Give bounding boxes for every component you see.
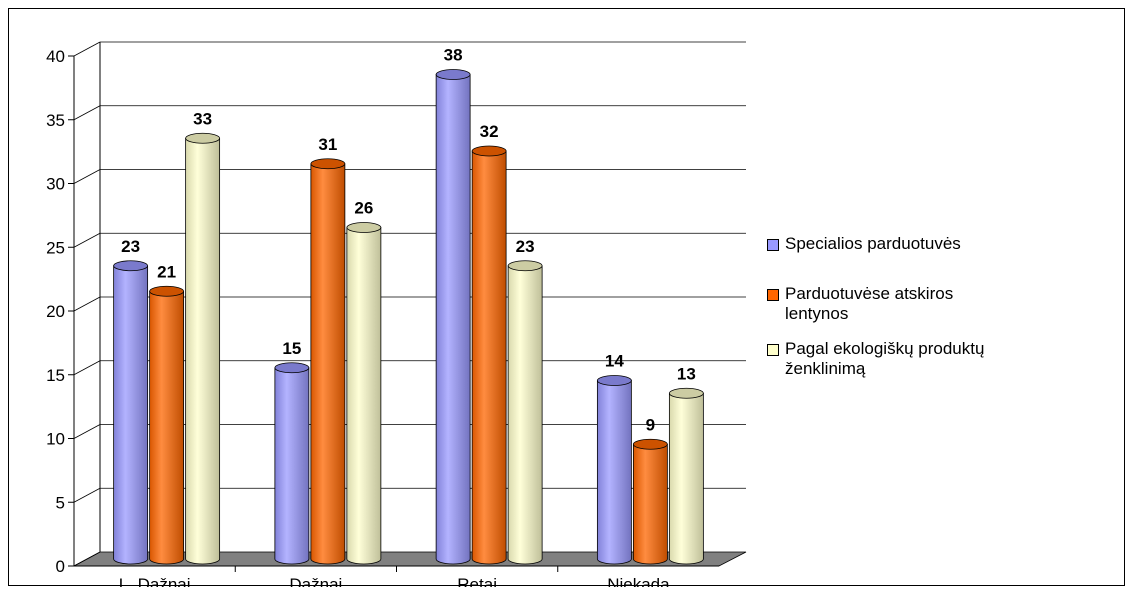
x-tick-label: Retai bbox=[457, 575, 497, 587]
legend-label-zenklinimas: Pagal ekologiškų produktų ženklinimą bbox=[785, 339, 985, 378]
y-tick-label: 30 bbox=[46, 175, 65, 194]
bar-body bbox=[310, 163, 346, 565]
y-tick-label: 25 bbox=[46, 238, 65, 257]
gridline-diagonal bbox=[73, 360, 101, 376]
data-label: 31 bbox=[318, 135, 337, 154]
bar-cap bbox=[113, 260, 149, 272]
y-tick-label: 0 bbox=[56, 557, 65, 576]
bar-cap bbox=[310, 158, 346, 170]
legend-item-specialios: Specialios parduotuvės bbox=[767, 234, 961, 254]
x-tick-label: Dažnai bbox=[289, 575, 342, 587]
legend-item-zenklinimas: Pagal ekologiškų produktų ženklinimą bbox=[767, 339, 984, 379]
bar-cap bbox=[632, 438, 668, 450]
bar-body bbox=[596, 380, 632, 565]
legend-item-lentynos: Parduotuvėse atskiros lentynos bbox=[767, 284, 953, 324]
gridline-diagonal bbox=[73, 105, 101, 121]
gridline-diagonal bbox=[73, 232, 101, 248]
gridline-diagonal bbox=[73, 169, 101, 184]
legend-label-specialios: Specialios parduotuvės bbox=[785, 234, 961, 253]
y-tick-label: 40 bbox=[46, 47, 65, 66]
chart-frame: 0 5 10 15 20 25 30 35 40 23 21 33 L. Dažnai 15 31 26 Daž… bbox=[8, 8, 1125, 587]
gridline-diagonal bbox=[73, 296, 101, 312]
gridline-diagonal bbox=[73, 424, 101, 439]
y-tick-label: 15 bbox=[46, 366, 65, 385]
legend-swatch-lentynos bbox=[767, 289, 779, 301]
bar-cap bbox=[435, 69, 471, 80]
bar-cap bbox=[274, 362, 310, 374]
data-label: 13 bbox=[677, 364, 696, 383]
bar-body bbox=[113, 265, 149, 565]
bar-cap bbox=[149, 285, 185, 297]
data-label: 38 bbox=[444, 46, 463, 65]
x-tick-label: L. Dažnai bbox=[119, 575, 191, 587]
bar-cap bbox=[668, 387, 704, 399]
data-label: 32 bbox=[480, 122, 499, 141]
bar-body bbox=[346, 227, 382, 565]
bar-cap bbox=[507, 260, 543, 272]
data-label: 21 bbox=[157, 262, 176, 281]
bar-body bbox=[471, 150, 507, 565]
gridline-diagonal bbox=[73, 551, 101, 567]
bar-body bbox=[435, 74, 471, 565]
x-tick-label: Niekada bbox=[607, 575, 670, 587]
y-tick-label: 35 bbox=[46, 111, 65, 130]
bar-body bbox=[274, 367, 310, 565]
data-label: 23 bbox=[121, 237, 140, 256]
legend-label-lentynos: Parduotuvėse atskiros lentynos bbox=[785, 284, 954, 323]
gridline-diagonal bbox=[73, 41, 101, 57]
bar-cap bbox=[185, 132, 221, 144]
bar-body bbox=[507, 265, 543, 565]
bar-chart: 0 5 10 15 20 25 30 35 40 23 21 33 L. Dažnai 15 31 26 Daž… bbox=[46, 41, 747, 587]
data-label: 23 bbox=[516, 237, 535, 256]
bar-body bbox=[668, 392, 704, 565]
data-label: 33 bbox=[193, 109, 212, 128]
bar-body bbox=[149, 290, 185, 565]
bar-cap bbox=[596, 375, 632, 386]
y-tick-label: 20 bbox=[46, 302, 65, 321]
gridline-diagonal bbox=[73, 487, 101, 503]
legend-swatch-zenklinimas bbox=[767, 344, 779, 356]
bar-body bbox=[632, 443, 668, 565]
y-tick-label: 5 bbox=[56, 493, 65, 512]
bar-cap bbox=[471, 145, 507, 157]
y-tick-label: 10 bbox=[46, 430, 65, 449]
data-label: 9 bbox=[646, 415, 655, 434]
bar-cap bbox=[346, 222, 382, 233]
data-label: 26 bbox=[354, 199, 373, 218]
data-label: 14 bbox=[605, 352, 624, 371]
legend-swatch-specialios bbox=[767, 239, 779, 251]
data-label: 15 bbox=[282, 339, 301, 358]
bar-body bbox=[185, 137, 221, 565]
